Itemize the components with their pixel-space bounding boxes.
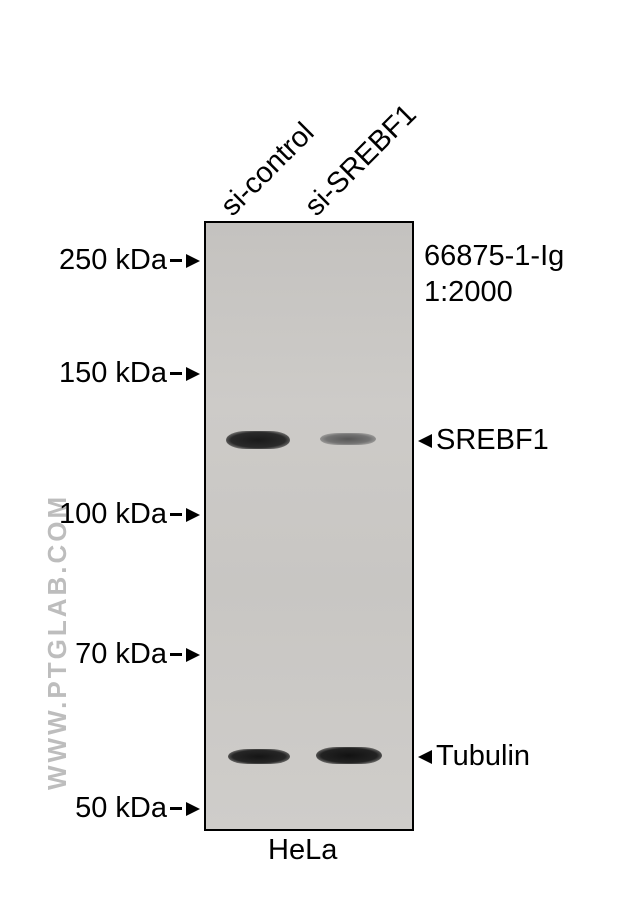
marker-label: 50 kDa: [75, 792, 167, 825]
arrow-right-icon: [186, 802, 200, 816]
arrow-shaft: [170, 513, 182, 516]
band-label-srebf1: SREBF1: [418, 424, 549, 457]
arrow-right-icon: [186, 367, 200, 381]
marker-label: 150 kDa: [59, 357, 167, 390]
band-label-text: Tubulin: [436, 740, 530, 773]
marker-70kda: 70 kDa: [0, 638, 200, 671]
marker-150kda: 150 kDa: [0, 357, 200, 390]
arrow-left-icon: [418, 434, 432, 448]
marker-label: 100 kDa: [59, 498, 167, 531]
arrow-shaft: [170, 372, 182, 375]
marker-50kda: 50 kDa: [0, 792, 200, 825]
marker-250kda: 250 kDa: [0, 244, 200, 277]
marker-100kda: 100 kDa: [0, 498, 200, 531]
sample-name: HeLa: [268, 834, 337, 867]
band-srebf1-control: [226, 431, 290, 449]
arrow-left-icon: [418, 750, 432, 764]
arrow-right-icon: [186, 508, 200, 522]
band-tubulin-control: [228, 749, 290, 764]
marker-label: 70 kDa: [75, 638, 167, 671]
arrow-shaft: [170, 653, 182, 656]
marker-label: 250 kDa: [59, 244, 167, 277]
antibody-info: 66875-1-Ig 1:2000: [424, 238, 564, 311]
antibody-dilution: 1:2000: [424, 274, 564, 310]
western-blot-membrane: [204, 221, 414, 831]
band-label-tubulin: Tubulin: [418, 740, 530, 773]
blot-shading: [206, 223, 412, 829]
arrow-shaft: [170, 259, 182, 262]
antibody-catalog: 66875-1-Ig: [424, 238, 564, 274]
lane-label-srebf1: si-SREBF1: [299, 98, 424, 223]
arrow-right-icon: [186, 648, 200, 662]
arrow-shaft: [170, 807, 182, 810]
band-label-text: SREBF1: [436, 424, 549, 457]
band-srebf1-knockdown: [320, 433, 376, 445]
band-tubulin-knockdown: [316, 747, 382, 764]
figure-container: { "figure": { "width_px": 634, "height_p…: [0, 0, 634, 903]
arrow-right-icon: [186, 254, 200, 268]
